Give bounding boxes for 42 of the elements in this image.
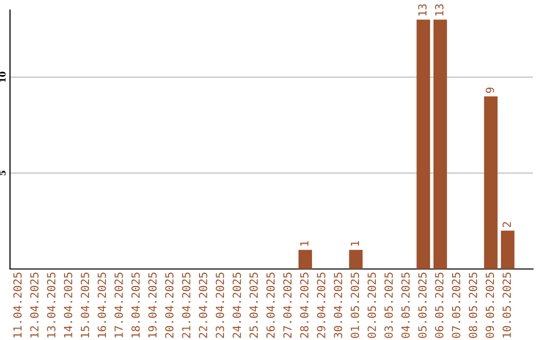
x-tick-label: 02.05.2025 [368, 272, 376, 338]
x-tick-label: 26.04.2025 [266, 272, 275, 338]
x-tick-label: 28.04.2025 [300, 272, 308, 338]
x-tick-label: 16.04.2025 [98, 272, 106, 338]
bar [298, 250, 312, 269]
data-label: 9 [486, 88, 494, 93]
x-tick-label: 06.05.2025 [435, 272, 444, 338]
data-label: 1 [350, 241, 359, 246]
x-tick-label: 21.04.2025 [182, 272, 190, 338]
x-tick-label: 19.04.2025 [148, 272, 157, 338]
x-tick-label: 13.04.2025 [47, 272, 56, 338]
bar [433, 20, 447, 269]
x-tick-label: 18.04.2025 [131, 272, 140, 338]
x-tick-label: 22.04.2025 [198, 272, 208, 338]
x-tick-label: 12.04.2025 [30, 272, 39, 338]
bar [500, 230, 514, 269]
x-tick-label: 03.05.2025 [384, 272, 393, 338]
x-tick-label: 05.05.2025 [418, 272, 427, 338]
x-tick-label: 10.05.2025 [502, 272, 511, 338]
x-tick-label: 30.04.2025 [334, 272, 342, 338]
bar [349, 250, 363, 269]
x-tick-label: 24.04.2025 [232, 272, 242, 338]
x-tick-label: 23.04.2025 [216, 272, 224, 338]
x-tick-label: 29.04.2025 [316, 272, 326, 338]
bar [484, 96, 498, 269]
x-tick-label: 15.04.2025 [80, 272, 90, 338]
data-label: 13 [418, 4, 427, 16]
x-tick-label: 20.04.2025 [165, 272, 174, 338]
x-tick-label: 14.04.2025 [64, 272, 72, 338]
x-tick-label: 01.05.2025 [350, 272, 360, 338]
x-tick-label: 04.05.2025 [401, 272, 410, 338]
data-label: 13 [435, 4, 444, 16]
data-label: 1 [300, 241, 308, 246]
bar [416, 20, 430, 269]
x-tick-label: 07.05.2025 [452, 272, 460, 338]
x-tick-label: 17.04.2025 [114, 272, 123, 338]
data-label: 2 [502, 222, 511, 228]
x-tick-label: 08.05.2025 [468, 272, 478, 338]
x-tick-label: 25.04.2025 [249, 272, 258, 338]
x-tick-label: 27.04.2025 [283, 272, 292, 338]
x-tick-label: 11.04.2025 [13, 272, 22, 338]
x-tick-label: 09.05.2025 [486, 272, 494, 338]
